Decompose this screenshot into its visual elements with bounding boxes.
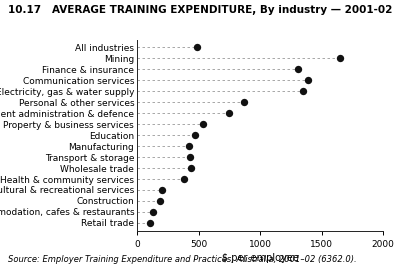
Point [188,166,194,170]
Point [187,155,193,159]
Point [192,133,198,137]
X-axis label: $ per employee: $ per employee [222,253,299,263]
Point [150,210,156,214]
Point [181,177,187,181]
Point [194,45,200,50]
Point [241,100,247,104]
Text: 10.17   AVERAGE TRAINING EXPENDITURE, By industry — 2001-02: 10.17 AVERAGE TRAINING EXPENDITURE, By i… [8,5,392,15]
Point [300,89,306,93]
Text: Source: Employer Training Expenditure and Practices, Australia, 2001–02 (6362.0): Source: Employer Training Expenditure an… [8,255,357,264]
Point [158,188,165,192]
Point [147,221,153,225]
Point [157,199,164,203]
Point [295,67,301,72]
Point [185,144,192,148]
Point [200,122,206,126]
Point [226,111,232,115]
Point [305,78,311,82]
Point [337,56,343,60]
